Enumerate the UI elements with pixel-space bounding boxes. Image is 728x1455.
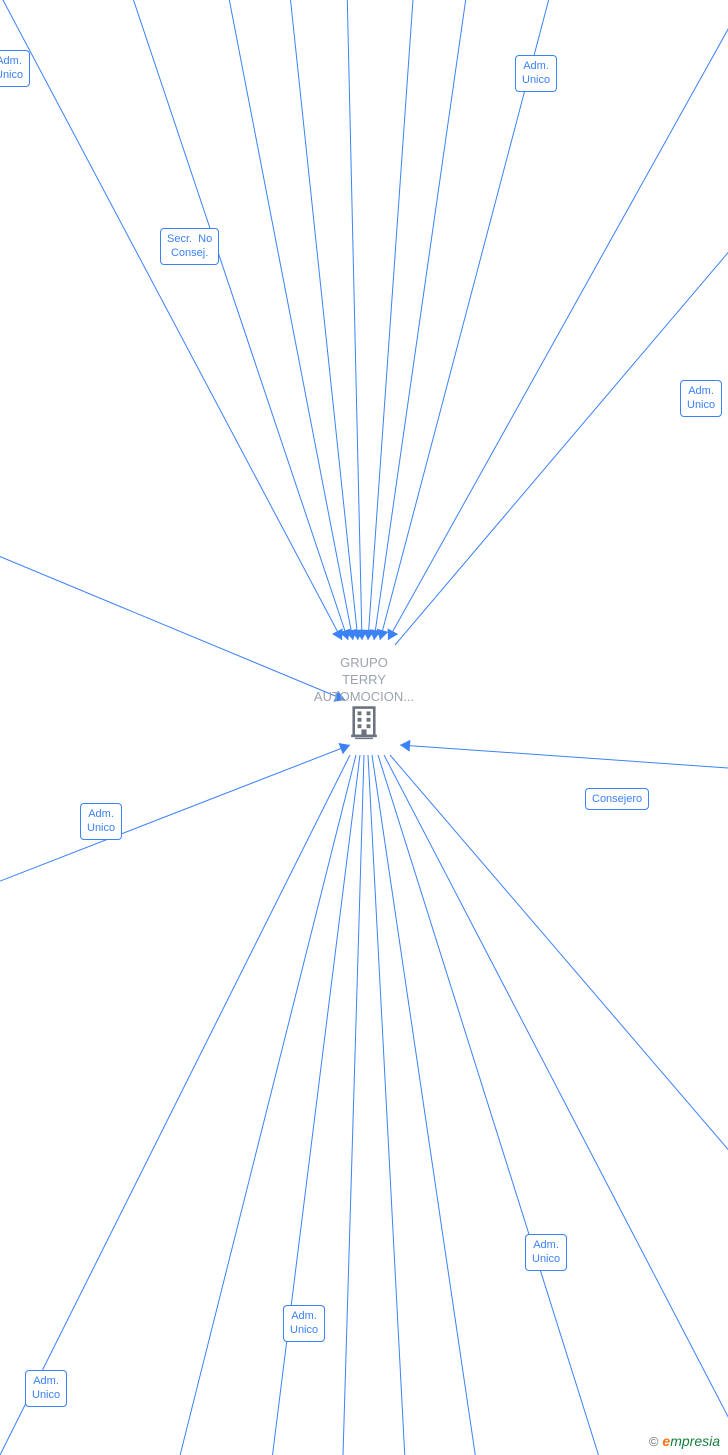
edge-label[interactable]: Adm. Unico <box>525 1234 567 1271</box>
edge-label[interactable]: Secr. No Consej. <box>160 228 219 265</box>
watermark: © empresia <box>649 1433 720 1449</box>
building-icon <box>348 705 380 746</box>
edge-label[interactable]: Adm. Unico <box>283 1305 325 1342</box>
edge-label[interactable]: Adm. Unico <box>0 50 30 87</box>
edge-label[interactable]: Adm. Unico <box>515 55 557 92</box>
edge-label[interactable]: Adm. Unico <box>680 380 722 417</box>
edge-label[interactable]: Adm. Unico <box>80 803 122 840</box>
watermark-rest: mpresia <box>670 1433 720 1449</box>
copyright-symbol: © <box>649 1434 659 1449</box>
center-node-title: GRUPO TERRY AUTOMOCION... <box>304 655 424 706</box>
edge-label[interactable]: Adm. Unico <box>25 1370 67 1407</box>
edge-label[interactable]: Consejero <box>585 788 649 810</box>
